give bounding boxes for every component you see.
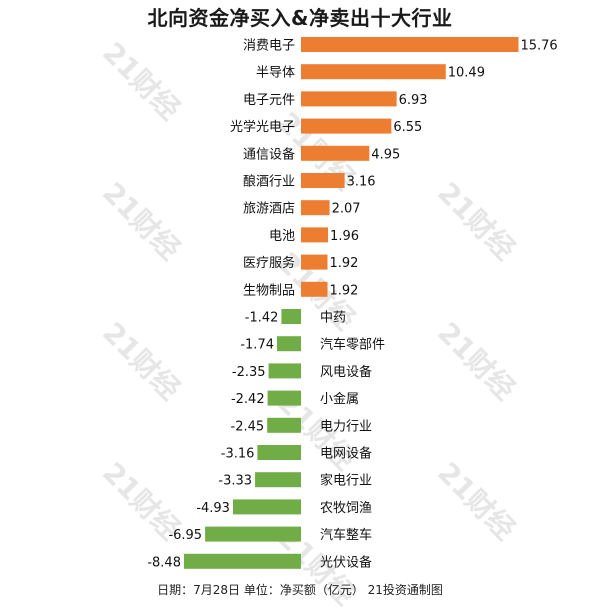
- value-label: -6.95: [168, 528, 202, 543]
- value-label: -1.42: [245, 311, 279, 326]
- bar: [267, 390, 301, 406]
- bar: [301, 118, 392, 134]
- value-label: 10.49: [448, 66, 485, 81]
- value-label: -3.16: [221, 447, 255, 462]
- bar-chart: 消费电子 15.76 半导体 10.49 电子元件 6.93 光学光电子 6.55 通信设备 4.…: [147, 37, 558, 570]
- category-label: 电子元件: [243, 93, 295, 108]
- category-label: 汽车整车: [320, 527, 372, 543]
- bar: [268, 363, 301, 379]
- value-label: 6.93: [399, 93, 428, 108]
- value-label: 1.92: [329, 283, 358, 298]
- category-label: 家电行业: [320, 473, 372, 489]
- bar: [281, 309, 301, 324]
- bar: [301, 227, 329, 243]
- bar: [301, 254, 328, 270]
- bar: [301, 37, 519, 52]
- value-label: 15.76: [520, 39, 557, 54]
- value-label: 4.95: [371, 147, 400, 162]
- value-label: 2.07: [332, 202, 361, 217]
- bar: [267, 417, 301, 433]
- value-label: -2.42: [231, 392, 265, 407]
- bar: [301, 173, 345, 188]
- value-label: -2.45: [231, 419, 265, 434]
- category-label: 农牧饲渔: [320, 501, 372, 516]
- value-label: 1.92: [329, 256, 358, 271]
- category-label: 汽车零部件: [320, 337, 385, 353]
- category-label: 光伏设备: [320, 554, 372, 570]
- category-label: 小金属: [320, 391, 359, 407]
- bar: [301, 200, 330, 216]
- category-label: 电池: [269, 229, 295, 244]
- category-label: 中药: [320, 311, 346, 326]
- bar: [301, 91, 397, 107]
- category-label: 酿酒行业: [243, 174, 295, 190]
- category-label: 风电设备: [320, 364, 372, 380]
- category-label: 旅游酒店: [243, 202, 295, 217]
- value-label: -8.48: [147, 555, 181, 570]
- category-label: 生物制品: [243, 283, 295, 298]
- value-label: -4.93: [196, 501, 230, 516]
- bar: [257, 445, 301, 460]
- chart-title: 北向资金净买入&净卖出十大行业: [147, 6, 453, 30]
- value-label: -1.74: [240, 338, 274, 353]
- value-label: -2.35: [232, 365, 266, 380]
- bar: [183, 553, 301, 569]
- bar: [301, 64, 446, 80]
- category-label: 通信设备: [243, 146, 295, 162]
- chart-footer: 日期：7月28日 单位：净买额（亿元） 21投资通制图: [157, 583, 443, 597]
- category-label: 电力行业: [320, 419, 372, 434]
- bar: [301, 145, 370, 161]
- bar: [205, 526, 301, 542]
- category-label: 光学光电子: [230, 119, 295, 135]
- bar: [301, 281, 328, 297]
- category-label: 半导体: [256, 66, 295, 81]
- value-label: 1.96: [330, 229, 359, 244]
- value-label: 6.55: [393, 120, 422, 135]
- category-label: 消费电子: [243, 39, 295, 54]
- bar: [255, 472, 301, 488]
- category-label: 医疗服务: [243, 255, 295, 271]
- bar: [232, 499, 301, 515]
- value-label: -3.33: [218, 474, 252, 489]
- value-label: 3.16: [347, 175, 376, 190]
- category-label: 电网设备: [320, 446, 372, 462]
- bar: [276, 336, 301, 352]
